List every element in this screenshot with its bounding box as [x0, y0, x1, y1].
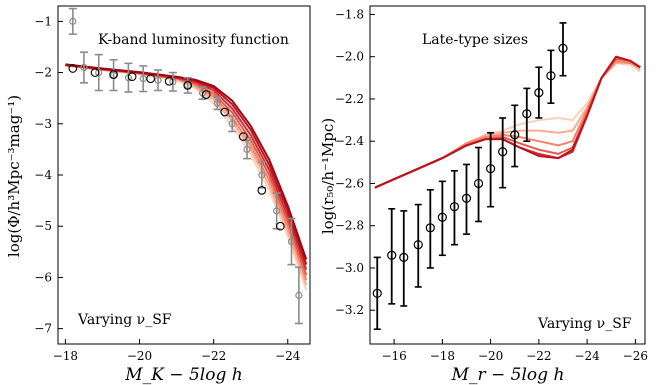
left-x-tick-label: −22 [201, 349, 226, 363]
left-errorbar-point [79, 51, 88, 84]
left-errorbar-point [198, 86, 207, 101]
left-observation-circle [238, 132, 248, 141]
right-y-tick-label: −1.8 [335, 7, 364, 21]
right-observation-point [449, 169, 460, 246]
left-errorbar-point [228, 115, 237, 133]
right-observation-point [425, 188, 435, 269]
right-observation-point [522, 87, 532, 142]
right-y-axis-label: log(r₅₀/h⁻¹Mpc) [319, 118, 337, 234]
left-y-ticks: −1 −2 −3 −4 −5 −6 −7 [34, 14, 63, 336]
left-errorbar-point [272, 192, 281, 230]
right-observation-point [399, 210, 409, 307]
right-axes-frame [369, 5, 646, 345]
right-x-axis-label: M_r − 5log h [451, 365, 565, 385]
left-observation-circle [276, 221, 285, 231]
right-panel: −16 −18 −20 −22 −24 −26 −1.8−2.0−2.2−2.4−2.6−… [319, 5, 648, 385]
left-observation-circle [257, 186, 267, 195]
left-observation-circle [90, 68, 100, 77]
left-x-tick-label: −20 [127, 349, 152, 363]
left-observation-circle [68, 64, 78, 73]
right-observation-point [534, 66, 544, 119]
left-observation-circle [183, 81, 193, 90]
right-y-tick-label: −2.4 [335, 134, 365, 148]
right-observations [372, 22, 568, 331]
right-y-ticks: −1.8 −2.0 −2.2 −2.4 −2.6 −2.8 −3.0 −3.2 [335, 7, 375, 317]
left-errorbar-point [294, 266, 303, 325]
left-errorbar-point [154, 69, 163, 92]
right-annotation: Late-type sizes [422, 32, 528, 48]
left-y-tick-label: −4 [34, 168, 52, 182]
right-observation-point [510, 104, 520, 168]
right-observation-point [473, 146, 484, 223]
left-observation-circle [220, 107, 230, 117]
right-model-line [374, 57, 641, 189]
right-observation-point [413, 203, 423, 288]
left-observation-circle [201, 90, 211, 99]
right-x-tick-label: −24 [574, 349, 600, 363]
left-errorbar-point [183, 76, 192, 94]
left-observation-circle [164, 76, 174, 86]
right-y-tick-label: −2.2 [335, 92, 364, 106]
left-corner-label: Varying ν_SF [77, 312, 172, 328]
right-x-tick-label: −26 [623, 349, 648, 363]
right-observation-point [498, 117, 508, 189]
left-annotation: K-band luminosity function [98, 32, 289, 48]
left-errorbar-point [109, 58, 118, 92]
right-observation-point [461, 163, 472, 235]
right-y-tick-label: −2.8 [335, 219, 364, 233]
right-x-tick-label: −22 [526, 349, 551, 363]
left-model-line [65, 63, 308, 265]
left-observation-circle [127, 72, 137, 82]
left-errorbar-point [68, 7, 77, 35]
left-errorbar-point [287, 217, 296, 266]
right-x-ticks: −16 −18 −20 −22 −24 −26 [381, 339, 648, 363]
right-observation-point [372, 256, 382, 331]
left-panel: −18 −20 −22 −24 −1 −2 −3 −4 −5 −6 −7 K-band lumin… [5, 5, 311, 385]
right-observation-point [387, 208, 397, 305]
right-observation-point [558, 22, 568, 77]
left-observations [68, 7, 303, 325]
right-model-line [374, 55, 641, 189]
right-model-lines [374, 55, 641, 189]
left-observation-circle [146, 74, 155, 84]
left-model-line [65, 63, 308, 260]
left-y-tick-label: −7 [34, 322, 52, 336]
left-y-tick-label: −2 [34, 66, 52, 80]
right-x-tick-label: −20 [478, 349, 503, 363]
right-x-tick-label: −18 [430, 349, 455, 363]
left-errorbar-point [213, 96, 222, 111]
left-x-ticks: −18 −20 −22 −24 [53, 339, 301, 363]
right-model-line [374, 55, 641, 189]
left-y-tick-label: −6 [34, 270, 52, 284]
left-y-tick-label: −1 [34, 14, 52, 28]
left-observation-circle [109, 70, 118, 79]
left-y-axis-label: log(Φ/h³Mpc⁻³mag⁻¹) [5, 95, 23, 257]
right-observation-point [546, 49, 556, 104]
left-y-tick-label: −3 [34, 117, 52, 131]
left-x-axis-label: M_K − 5log h [124, 365, 242, 385]
right-y-tick-label: −3.2 [335, 303, 364, 317]
left-y-tick-label: −5 [34, 219, 52, 233]
left-model-lines [65, 63, 308, 291]
right-corner-label: Varying ν_SF [537, 316, 632, 332]
right-y-tick-label: −2.6 [335, 176, 364, 190]
left-errorbar-point [139, 65, 148, 93]
right-x-tick-label: −16 [381, 349, 406, 363]
right-observation-point [486, 131, 496, 208]
left-x-tick-label: −24 [275, 349, 301, 363]
right-observation-point [437, 180, 447, 257]
right-y-tick-label: −2.0 [335, 50, 364, 64]
left-x-tick-label: −18 [53, 349, 78, 363]
right-y-tick-label: −3.0 [335, 261, 364, 275]
